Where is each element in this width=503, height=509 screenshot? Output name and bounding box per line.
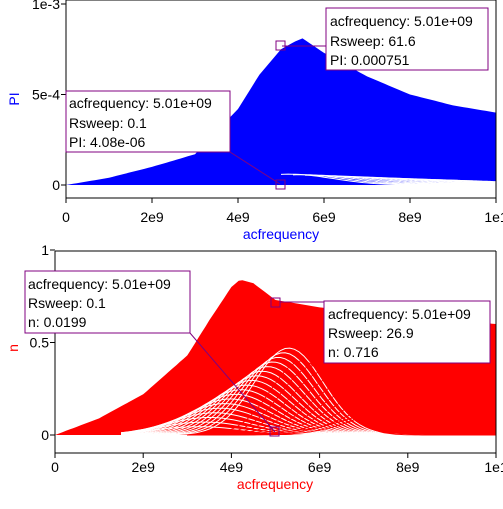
pi-x-axis-label: acfrequency xyxy=(243,226,319,242)
n-y-tick-label: 0 xyxy=(41,427,49,443)
n-chart: 0 2e9 4e9 6e9 8e9 1e1 1 0.5 0 acfrequency n acf… xyxy=(5,242,503,492)
pi-tooltip-2: acfrequency: 5.01e+09 Rsweep: 0.1 PI: 4.… xyxy=(66,91,230,152)
n-x-tick-label: 8e9 xyxy=(396,459,420,475)
pi-x-tick-label: 1e1 xyxy=(484,209,503,225)
n-x-tick-label: 2e9 xyxy=(132,459,156,475)
pi-y-axis-label: PI xyxy=(6,92,22,105)
n-tooltip-1: acfrequency: 5.01e+09 Rsweep: 0.1 n: 0.0… xyxy=(25,271,190,333)
pi-tooltip-1-line-2: Rsweep: 61.6 xyxy=(330,33,416,49)
n-tooltip-1-line-1: acfrequency: 5.01e+09 xyxy=(28,276,171,292)
pi-tooltip-1-line-3: PI: 0.000751 xyxy=(330,52,410,68)
n-x-axis-label: acfrequency xyxy=(237,476,313,492)
n-tooltip-1-line-3: n: 0.0199 xyxy=(28,314,87,330)
pi-y-tick-label: 5e-4 xyxy=(32,87,60,103)
pi-tooltip-1: acfrequency: 5.01e+09 Rsweep: 61.6 PI: 0… xyxy=(326,8,488,70)
pi-x-tick-label: 6e9 xyxy=(312,209,336,225)
n-tooltip-2-line-2: Rsweep: 26.9 xyxy=(328,325,414,341)
pi-y-tick-label: 1e-3 xyxy=(32,0,60,12)
pi-x-tick-label: 8e9 xyxy=(398,209,422,225)
n-tooltip-2-line-1: acfrequency: 5.01e+09 xyxy=(328,306,471,322)
pi-x-tick-label: 0 xyxy=(62,209,70,225)
n-y-axis-label: n xyxy=(5,344,21,352)
n-x-tick-label: 0 xyxy=(51,459,59,475)
pi-y-ticks: 1e-3 5e-4 0 xyxy=(32,0,66,193)
pi-tooltip-1-line-1: acfrequency: 5.01e+09 xyxy=(330,13,473,29)
pi-chart: 0 2e9 4e9 6e9 8e9 1e1 1e-3 5e-4 0 acfrequency P… xyxy=(6,0,503,242)
pi-tooltip-2-line-3: PI: 4.08e-06 xyxy=(69,134,145,150)
pi-tooltip-2-line-1: acfrequency: 5.01e+09 xyxy=(69,95,212,111)
n-x-tick-label: 1e1 xyxy=(484,459,503,475)
pi-x-tick-label: 2e9 xyxy=(140,209,164,225)
n-x-tick-label: 4e9 xyxy=(220,459,244,475)
n-y-tick-label: 1 xyxy=(41,242,49,258)
pi-x-ticks: 0 2e9 4e9 6e9 8e9 1e1 xyxy=(62,198,503,225)
pi-tooltip-2-line-2: Rsweep: 0.1 xyxy=(69,115,147,131)
n-tooltip-2-line-3: n: 0.716 xyxy=(328,344,379,360)
n-x-ticks: 0 2e9 4e9 6e9 8e9 1e1 xyxy=(51,453,503,475)
pi-y-tick-label: 0 xyxy=(52,177,60,193)
n-tooltip-1-line-2: Rsweep: 0.1 xyxy=(28,295,106,311)
n-x-tick-label: 6e9 xyxy=(308,459,332,475)
n-tooltip-2: acfrequency: 5.01e+09 Rsweep: 26.9 n: 0.… xyxy=(324,301,490,363)
pi-x-tick-label: 4e9 xyxy=(226,209,250,225)
n-y-tick-label: 0.5 xyxy=(30,335,50,351)
